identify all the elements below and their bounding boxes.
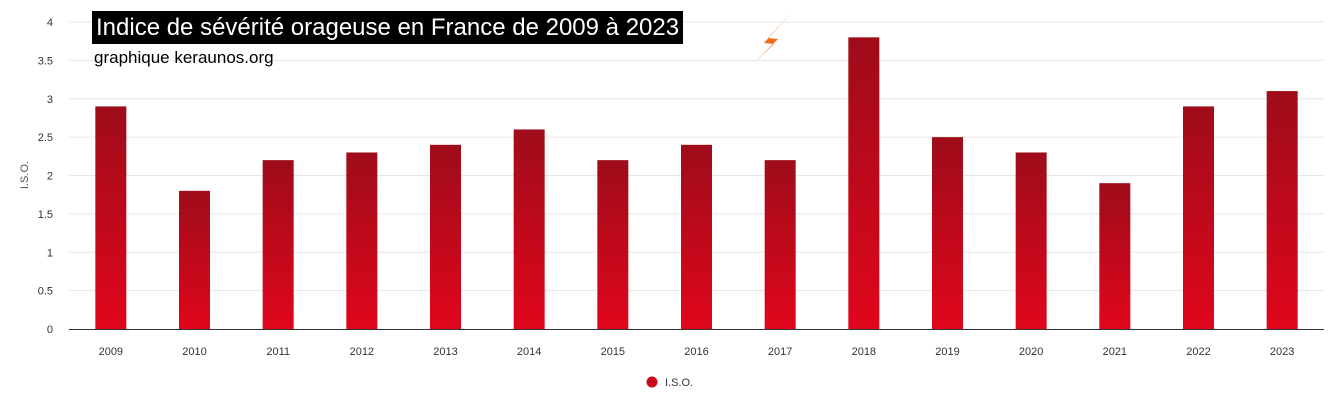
y-axis-title: I.S.O. bbox=[19, 161, 31, 189]
x-axis-ticks: 2009 2010 2011 2012 2013 2014 2015 2016 2017 2018… bbox=[99, 346, 1295, 358]
bars bbox=[95, 37, 1298, 329]
y-tick-label: 1.5 bbox=[38, 209, 53, 221]
y-tick-label: 2.5 bbox=[38, 132, 53, 144]
x-tick-label: 2019 bbox=[935, 346, 959, 358]
chart-subtitle: graphique keraunos.org bbox=[94, 48, 274, 67]
x-tick-label: 2012 bbox=[350, 346, 374, 358]
bar-2014[interactable] bbox=[513, 129, 545, 329]
y-tick-label: 0 bbox=[47, 324, 53, 336]
bar-2017[interactable] bbox=[764, 160, 796, 329]
legend-label: I.S.O. bbox=[665, 377, 693, 389]
x-tick-label: 2013 bbox=[433, 346, 457, 358]
bar-2013[interactable] bbox=[430, 144, 461, 329]
x-tick-label: 2020 bbox=[1019, 346, 1043, 358]
lightning-bolt-icon bbox=[753, 10, 794, 64]
y-tick-label: 1 bbox=[47, 247, 53, 259]
y-tick-label: 0.5 bbox=[38, 286, 53, 298]
x-tick-label: 2016 bbox=[684, 346, 708, 358]
x-tick-label: 2022 bbox=[1186, 346, 1210, 358]
legend[interactable]: I.S.O. bbox=[646, 376, 694, 390]
y-tick-label: 3 bbox=[47, 94, 53, 106]
x-tick-label: 2023 bbox=[1270, 346, 1294, 358]
x-tick-label: 2021 bbox=[1103, 346, 1127, 358]
chart-title: Indice de sévérité orageuse en France de… bbox=[96, 13, 680, 41]
x-tick-label: 2017 bbox=[768, 346, 792, 358]
x-tick-label: 2009 bbox=[99, 346, 123, 358]
x-tick-label: 2015 bbox=[601, 346, 625, 358]
bar-2016[interactable] bbox=[681, 144, 712, 329]
bar-2015[interactable] bbox=[597, 160, 629, 329]
x-tick-label: 2018 bbox=[852, 346, 876, 358]
bar-2023[interactable] bbox=[1266, 91, 1298, 329]
y-tick-label: 4 bbox=[47, 17, 53, 29]
bar-2012[interactable] bbox=[346, 152, 378, 329]
bar-2010[interactable] bbox=[179, 190, 210, 329]
x-tick-label: 2014 bbox=[517, 346, 541, 358]
y-axis-ticks: 0 0.5 1 1.5 2 2.5 3 3.5 4 bbox=[38, 17, 53, 336]
chart-title-box: Indice de sévérité orageuse en France de… bbox=[92, 11, 684, 44]
bar-2019[interactable] bbox=[932, 137, 963, 329]
bar-2011[interactable] bbox=[262, 160, 294, 329]
legend-marker bbox=[646, 376, 658, 388]
bar-2018[interactable] bbox=[848, 37, 880, 329]
x-tick-label: 2011 bbox=[266, 346, 290, 358]
y-tick-label: 3.5 bbox=[38, 55, 53, 67]
bar-2022[interactable] bbox=[1183, 106, 1214, 329]
bar-2009[interactable] bbox=[95, 106, 127, 329]
y-tick-label: 2 bbox=[47, 171, 53, 183]
bar-2020[interactable] bbox=[1015, 152, 1047, 329]
x-tick-label: 2010 bbox=[182, 346, 206, 358]
bar-2021[interactable] bbox=[1099, 183, 1131, 329]
